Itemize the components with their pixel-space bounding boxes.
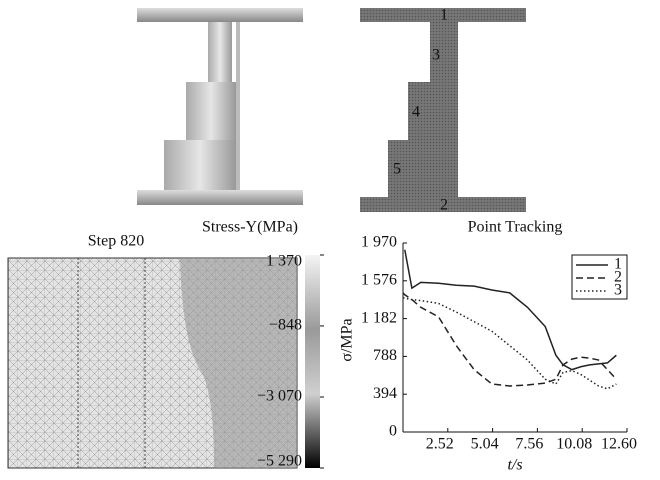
part-label: 2: [440, 197, 448, 214]
y-tick-label: 0: [389, 423, 397, 440]
y-axis-label: σ/MPa: [339, 318, 356, 361]
series-line: [402, 296, 617, 390]
chart-title: Point Tracking: [468, 219, 563, 236]
legend-label: 1: [614, 256, 622, 273]
y-tick-label: 1 576: [361, 271, 397, 288]
y-tick-label: 1 182: [361, 309, 397, 326]
colorbar-tick-label: 1 370: [266, 253, 302, 270]
y-tick-label: 1 970: [361, 234, 397, 251]
simulation-left: [137, 8, 303, 205]
y-tick-label: 394: [373, 385, 397, 402]
y-tick-label: 788: [373, 347, 397, 364]
colorbar-ticks: 1 370 −848 −3 070 −5 290: [257, 253, 324, 470]
colorbar: [305, 255, 320, 468]
x-axis-label: t/s: [507, 457, 522, 474]
contour-title: Stress-Y(MPa): [202, 219, 298, 236]
colorbar-tick-label: −848: [269, 317, 302, 334]
part-label: 4: [412, 104, 420, 121]
simulation-right: 1 2 3 4 5: [360, 7, 526, 214]
part-label: 5: [393, 161, 401, 178]
x-tick-label: 2.52: [426, 436, 454, 453]
colorbar-tick-label: −3 070: [257, 388, 302, 405]
step-label: Step 820: [88, 233, 144, 250]
x-tick-label: 10.08: [556, 436, 592, 453]
x-tick-label: 5.04: [471, 436, 499, 453]
part-label: 3: [432, 47, 440, 64]
part-label: 1: [440, 7, 448, 24]
legend-label: 3: [614, 282, 622, 299]
x-tick-label: 7.56: [515, 436, 543, 453]
chart: Point Tracking 0 394 788 1 182 1 576 1 970 2.52…: [339, 219, 637, 474]
x-tick-label: 12.60: [601, 436, 637, 453]
colorbar-tick-label: −5 290: [257, 453, 302, 470]
series-line: [402, 292, 617, 387]
contour: Step 820 Stress-Y(MPa): [7, 219, 320, 469]
series-line: [404, 249, 617, 371]
legend-label: 2: [614, 269, 622, 286]
